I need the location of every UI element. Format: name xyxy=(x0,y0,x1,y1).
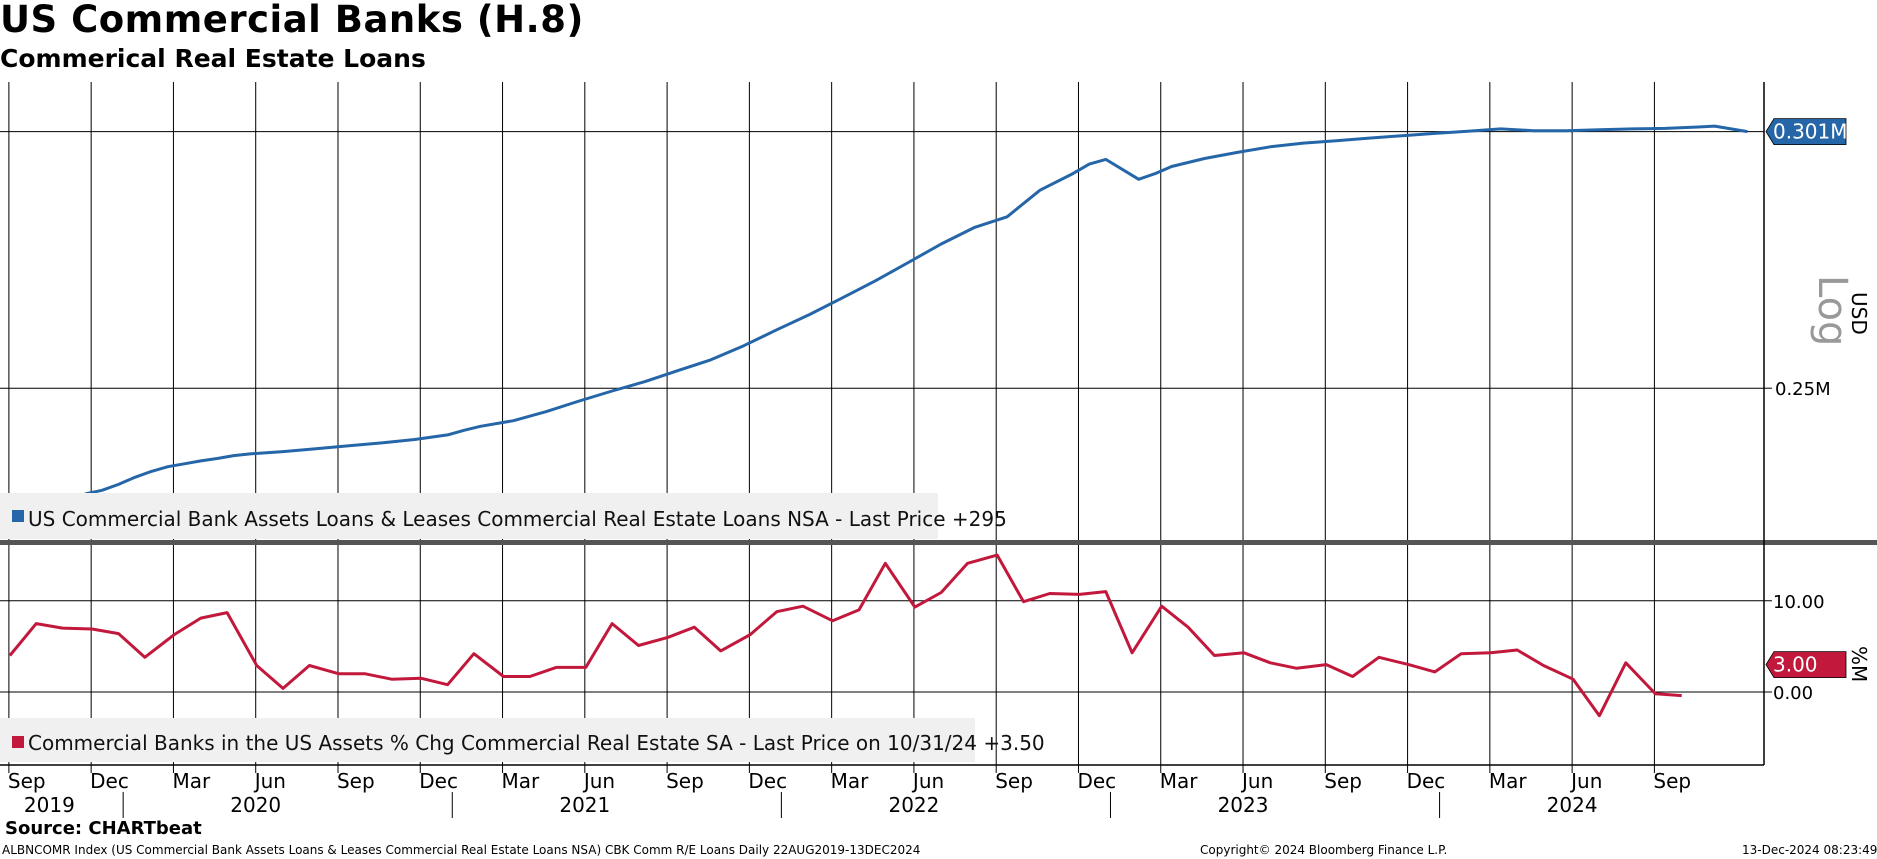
last-value-label-upper: 0.301M xyxy=(1773,120,1848,144)
y-tick-label-upper: 0.25M xyxy=(1775,379,1831,400)
footer-description: ALBNCOMR Index (US Commercial Bank Asset… xyxy=(2,843,921,857)
page-subtitle: Commerical Real Estate Loans xyxy=(0,44,426,73)
legend-text-upper: US Commercial Bank Assets Loans & Leases… xyxy=(28,507,1007,531)
x-year-label-2: 2021 xyxy=(559,793,610,817)
last-value-badge-upper xyxy=(1765,118,1847,146)
legend-swatch-blue xyxy=(12,510,24,522)
footer-timestamp: 13-Dec-2024 08:23:49 xyxy=(1742,843,1877,857)
lower-panel: Commercial Banks in the US Assets % Chg … xyxy=(0,553,1871,762)
page-title: US Commercial Banks (H.8) xyxy=(0,0,584,41)
x-tick-label-2: Mar xyxy=(172,769,211,793)
legend-box-lower xyxy=(0,718,975,762)
y-tick-label-lower-10: 10.00 xyxy=(1773,592,1825,613)
y-axis-label-lower: %M xyxy=(1847,646,1871,682)
x-tick-label-4: Sep xyxy=(337,769,375,793)
log-scale-label: Log xyxy=(1809,275,1855,346)
upper-panel: US Commercial Bank Assets Loans & Leases… xyxy=(0,118,1871,539)
series-line-cre-loans xyxy=(2,124,1748,527)
y-axis-label-upper: USD xyxy=(1847,292,1871,335)
legend-box-upper xyxy=(0,493,938,539)
grid-layer xyxy=(0,82,1772,765)
x-tick-label-15: Jun xyxy=(1240,769,1273,793)
x-tick-label-8: Sep xyxy=(666,769,704,793)
x-tick-label-11: Jun xyxy=(911,769,944,793)
x-tick-label-10: Mar xyxy=(831,769,870,793)
x-axis-labels: Sep Dec Mar Jun Sep Dec Mar Jun Sep Dec Mar Jun Sep D… xyxy=(8,765,1691,818)
x-tick-label-1: Dec xyxy=(90,769,129,793)
x-tick-label-7: Jun xyxy=(582,769,615,793)
y-tick-label-lower-0: 0.00 xyxy=(1773,683,1813,704)
x-tick-label-5: Dec xyxy=(419,769,458,793)
x-year-label-4: 2023 xyxy=(1218,793,1269,817)
x-tick-label-20: Sep xyxy=(1653,769,1691,793)
x-tick-label-6: Mar xyxy=(502,769,541,793)
footer-copyright: Copyright© 2024 Bloomberg Finance L.P. xyxy=(1200,843,1448,857)
x-tick-label-12: Sep xyxy=(995,769,1033,793)
x-tick-label-19: Jun xyxy=(1569,769,1602,793)
x-year-label-0: 2019 xyxy=(24,793,75,817)
panel-divider xyxy=(0,540,1877,545)
x-tick-label-16: Sep xyxy=(1324,769,1362,793)
x-year-label-5: 2024 xyxy=(1547,793,1598,817)
legend-text-lower: Commercial Banks in the US Assets % Chg … xyxy=(28,731,1045,755)
last-value-label-lower: 3.00 xyxy=(1773,653,1818,677)
legend-swatch-red xyxy=(12,736,24,748)
x-tick-label-3: Jun xyxy=(253,769,286,793)
x-year-label-1: 2020 xyxy=(230,793,281,817)
x-tick-label-14: Mar xyxy=(1160,769,1199,793)
series-line-pct-chg xyxy=(8,553,1682,718)
x-tick-label-9: Dec xyxy=(748,769,787,793)
last-value-badge-lower xyxy=(1765,651,1847,679)
x-tick-label-0: Sep xyxy=(8,769,46,793)
x-year-label-3: 2022 xyxy=(888,793,939,817)
source-note: Source: CHARTbeat xyxy=(5,818,202,839)
x-tick-label-18: Mar xyxy=(1489,769,1528,793)
x-tick-label-17: Dec xyxy=(1407,769,1446,793)
x-tick-label-13: Dec xyxy=(1077,769,1116,793)
